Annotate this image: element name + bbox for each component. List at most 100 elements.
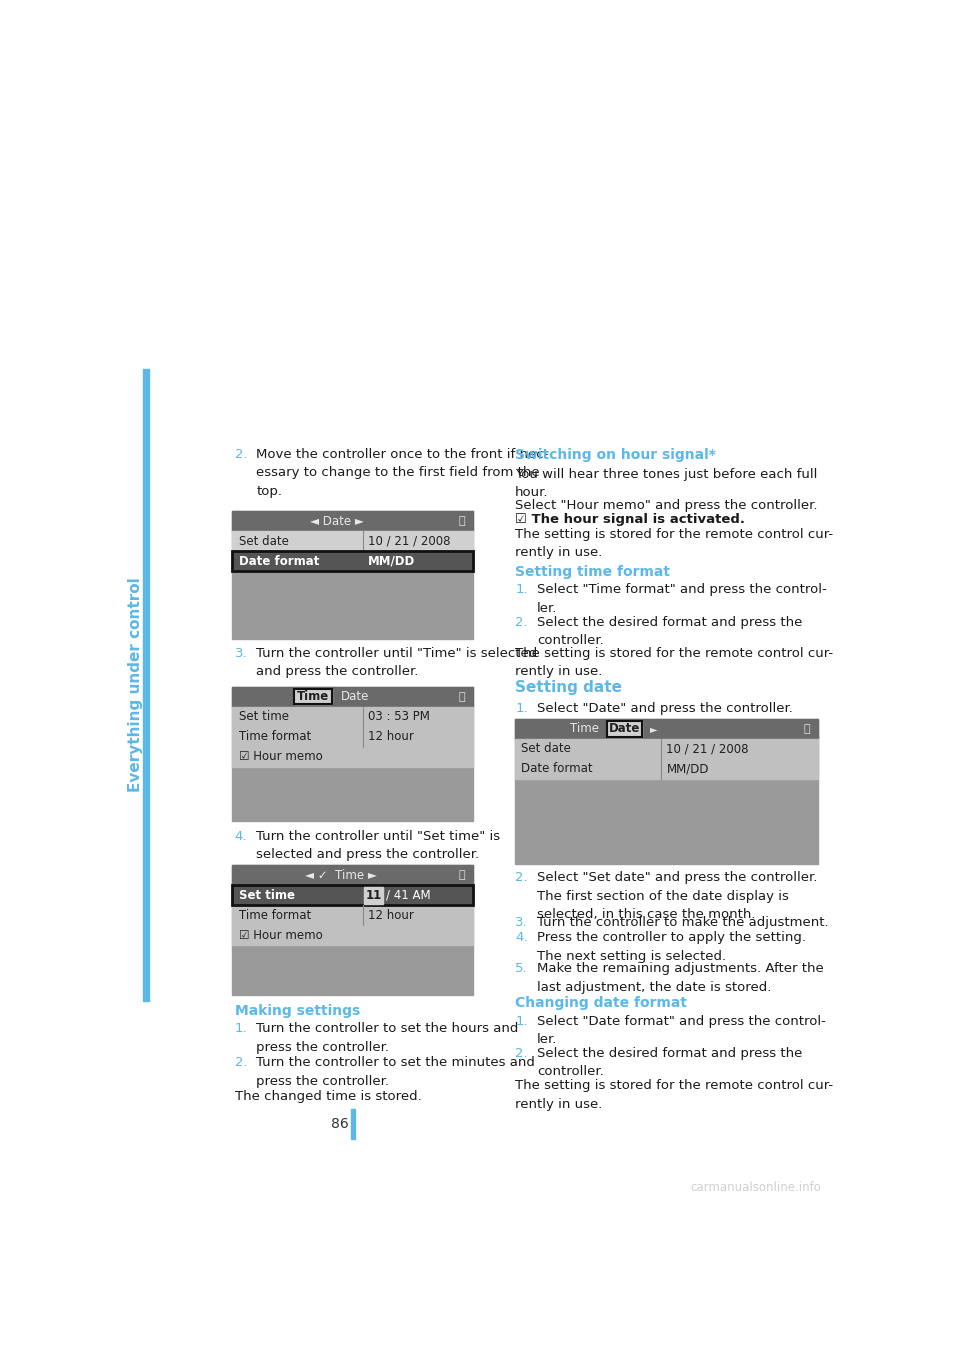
Bar [295, 689, 331, 705]
Text: Setting time format: Setting time format [516, 565, 670, 579]
Text: / 41 AM: / 41 AM [386, 888, 430, 902]
Text: ⓘ: ⓘ [459, 691, 465, 702]
Text: Time: Time [297, 690, 329, 703]
Text: 1.: 1. [516, 1014, 528, 1028]
Text: Turn the controller until "Time" is selected
and press the controller.: Turn the controller until "Time" is sele… [256, 646, 538, 678]
Bar [232, 865, 472, 994]
Bar [516, 718, 818, 739]
Text: 03 : 53 PM: 03 : 53 PM [368, 710, 430, 722]
Text: Select "Time format" and press the control-
ler.: Select "Time format" and press the contr… [537, 584, 827, 615]
Text: Making settings: Making settings [234, 1004, 360, 1017]
Text: Switching on hour signal*: Switching on hour signal* [516, 448, 716, 462]
Text: ⓘ: ⓘ [459, 870, 465, 880]
Bar [232, 727, 472, 747]
Text: 1.: 1. [516, 702, 528, 714]
Text: Date format: Date format [521, 762, 593, 775]
Text: 10 / 21 / 2008: 10 / 21 / 2008 [368, 535, 450, 547]
Text: Setting date: Setting date [516, 680, 622, 695]
Bar [232, 925, 472, 945]
Bar [364, 887, 383, 903]
Text: 4.: 4. [234, 830, 248, 843]
Text: Changing date format: Changing date format [516, 997, 687, 1010]
Bar [232, 511, 472, 638]
Text: Time format: Time format [239, 731, 311, 743]
Bar [232, 687, 472, 822]
Text: Select "Date format" and press the control-
ler.: Select "Date format" and press the contr… [537, 1014, 826, 1046]
Bar [232, 511, 472, 531]
Text: The setting is stored for the remote control cur-
rently in use.: The setting is stored for the remote con… [516, 528, 833, 559]
Text: The changed time is stored.: The changed time is stored. [234, 1090, 421, 1103]
Text: ☑ Hour memo: ☑ Hour memo [239, 750, 323, 763]
Text: Date: Date [341, 690, 370, 703]
Text: The setting is stored for the remote control cur-
rently in use.: The setting is stored for the remote con… [516, 1080, 833, 1111]
Text: 3.: 3. [516, 917, 528, 929]
Bar [232, 747, 472, 767]
Text: 2.: 2. [516, 1047, 528, 1061]
Text: 2.: 2. [234, 1057, 248, 1069]
Text: ◄ Date ►: ◄ Date ► [310, 515, 364, 527]
Text: 12 hour: 12 hour [368, 909, 414, 922]
Text: Date format: Date format [239, 554, 319, 568]
Text: MM/DD: MM/DD [666, 762, 708, 775]
Text: Set date: Set date [521, 743, 571, 755]
Text: 3.: 3. [234, 646, 248, 660]
Text: 1.: 1. [234, 1023, 248, 1035]
Bar [516, 739, 818, 759]
Bar [607, 721, 642, 736]
Text: 2.: 2. [516, 872, 528, 884]
Bar [607, 721, 642, 736]
Text: 5.: 5. [516, 963, 528, 975]
Bar [232, 551, 472, 572]
Text: Time: Time [570, 722, 599, 736]
Text: Move the controller once to the front if nec-
essary to change to the first fiel: Move the controller once to the front if… [256, 448, 549, 498]
Text: Select the desired format and press the
controller.: Select the desired format and press the … [537, 1047, 803, 1078]
Bar [232, 531, 472, 551]
Text: Everything under control: Everything under control [128, 577, 143, 793]
Text: ⓘ: ⓘ [804, 724, 810, 733]
Text: Turn the controller to set the minutes and
press the controller.: Turn the controller to set the minutes a… [256, 1057, 536, 1088]
Text: MM/DD: MM/DD [368, 554, 416, 568]
Text: Time format: Time format [239, 909, 311, 922]
Text: Make the remaining adjustments. After the
last adjustment, the date is stored.: Make the remaining adjustments. After th… [537, 963, 824, 994]
Text: Set date: Set date [239, 535, 288, 547]
Text: Turn the controller to set the hours and
press the controller.: Turn the controller to set the hours and… [256, 1023, 518, 1054]
Bar [232, 885, 472, 906]
Text: Select "Hour memo" and press the controller.: Select "Hour memo" and press the control… [516, 498, 818, 512]
Text: Set time: Set time [239, 710, 289, 722]
Text: Select the desired format and press the
controller.: Select the desired format and press the … [537, 615, 803, 648]
Bar [351, 1108, 355, 1139]
Text: 10 / 21 / 2008: 10 / 21 / 2008 [666, 743, 749, 755]
Text: 2.: 2. [234, 448, 248, 460]
Text: carmanualsonline.info: carmanualsonline.info [690, 1180, 821, 1194]
Bar [516, 759, 818, 779]
Bar [232, 706, 472, 727]
Text: Select "Date" and press the controller.: Select "Date" and press the controller. [537, 702, 793, 714]
Text: Press the controller to apply the setting.
The next setting is selected.: Press the controller to apply the settin… [537, 932, 806, 963]
Text: You will hear three tones just before each full
hour.: You will hear three tones just before ea… [516, 469, 818, 500]
Text: ⓘ: ⓘ [459, 516, 465, 526]
Text: Set time: Set time [239, 888, 295, 902]
Bar [295, 689, 331, 705]
Text: ☑ Hour memo: ☑ Hour memo [239, 929, 323, 941]
Bar [232, 551, 472, 572]
Text: ☑ The hour signal is activated.: ☑ The hour signal is activated. [516, 513, 745, 527]
Bar [232, 906, 472, 925]
Text: Date: Date [609, 722, 640, 736]
Text: 11: 11 [366, 888, 381, 902]
Text: ►: ► [650, 724, 658, 733]
Bar [232, 885, 472, 906]
Bar [232, 687, 472, 706]
Text: Select "Set date" and press the controller.
The first section of the date displa: Select "Set date" and press the controll… [537, 872, 817, 921]
Text: The setting is stored for the remote control cur-
rently in use.: The setting is stored for the remote con… [516, 646, 833, 678]
Bar [143, 369, 149, 1001]
Bar [232, 865, 472, 885]
Text: 1.: 1. [516, 584, 528, 596]
Text: 12 hour: 12 hour [368, 731, 414, 743]
Text: ◄ ✓  Time ►: ◄ ✓ Time ► [305, 869, 377, 881]
Text: 86: 86 [331, 1116, 348, 1131]
Text: Turn the controller to make the adjustment.: Turn the controller to make the adjustme… [537, 917, 828, 929]
Text: 2.: 2. [516, 615, 528, 629]
Bar [516, 718, 818, 864]
Text: 4.: 4. [516, 932, 528, 944]
Text: Turn the controller until "Set time" is
selected and press the controller.: Turn the controller until "Set time" is … [256, 830, 500, 861]
